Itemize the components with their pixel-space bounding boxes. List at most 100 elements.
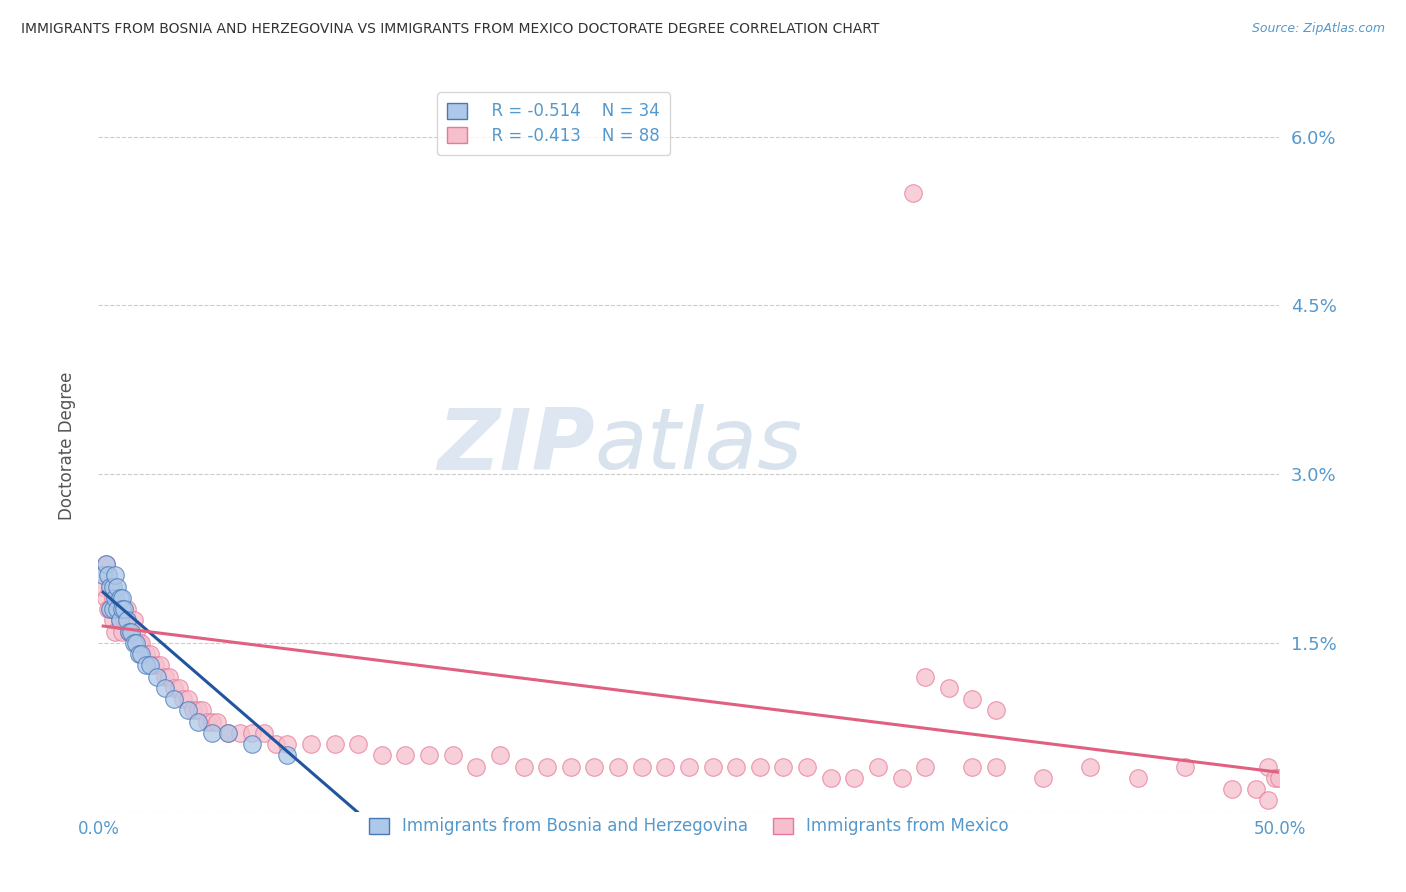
Point [229,726,252,740]
Point [101,591,124,605]
Point [240,737,263,751]
Point [121,624,143,639]
Point [94,591,117,605]
Point [914,760,936,774]
Point [1220,782,1243,797]
Point [115,602,138,616]
Y-axis label: Doctorate Degree: Doctorate Degree [58,372,76,520]
Point [1174,760,1197,774]
Point [135,647,157,661]
Point [104,568,127,582]
Point [139,647,162,661]
Point [195,714,218,729]
Point [149,658,172,673]
Point [98,580,121,594]
Point [122,636,145,650]
Point [125,624,148,639]
Point [167,681,190,695]
Point [112,614,135,628]
Point [125,636,148,650]
Point [135,658,157,673]
Text: ZIP: ZIP [437,404,595,488]
Text: atlas: atlas [595,404,803,488]
Point [172,692,194,706]
Point [118,624,141,639]
Point [1257,793,1279,807]
Point [181,703,204,717]
Point [914,670,936,684]
Point [489,748,512,763]
Point [105,602,128,616]
Point [118,624,141,639]
Point [1080,760,1102,774]
Point [702,760,724,774]
Point [725,760,748,774]
Point [139,658,162,673]
Point [1244,782,1267,797]
Point [560,760,582,774]
Point [465,760,488,774]
Point [129,647,152,661]
Point [962,692,984,706]
Point [844,771,866,785]
Point [98,602,121,616]
Point [962,760,984,774]
Point [111,602,134,616]
Point [108,591,131,605]
Point [1257,760,1279,774]
Point [418,748,440,763]
Point [146,670,169,684]
Point [97,602,120,616]
Point [253,726,276,740]
Point [347,737,370,751]
Point [201,726,224,740]
Point [371,748,394,763]
Point [583,760,606,774]
Point [122,614,145,628]
Point [115,614,138,628]
Point [111,624,134,639]
Point [820,771,842,785]
Point [890,771,912,785]
Point [104,591,127,605]
Point [217,726,239,740]
Point [97,568,120,582]
Point [984,760,1007,774]
Point [101,602,124,616]
Point [903,186,925,200]
Point [91,568,114,582]
Point [153,670,176,684]
Point [654,760,676,774]
Point [108,614,131,628]
Point [299,737,322,751]
Point [94,557,117,571]
Point [98,580,121,594]
Point [105,580,128,594]
Point [984,703,1007,717]
Point [163,692,186,706]
Point [187,703,209,717]
Point [1264,771,1286,785]
Point [143,658,166,673]
Point [1032,771,1054,785]
Point [98,602,121,616]
Point [111,591,134,605]
Point [128,647,150,661]
Point [129,636,152,650]
Point [938,681,960,695]
Point [177,703,200,717]
Point [276,748,298,763]
Point [772,760,794,774]
Point [607,760,630,774]
Point [205,714,228,729]
Point [394,748,416,763]
Point [264,737,287,751]
Point [112,602,135,616]
Point [1268,771,1291,785]
Point [104,602,127,616]
Text: IMMIGRANTS FROM BOSNIA AND HERZEGOVINA VS IMMIGRANTS FROM MEXICO DOCTORATE DEGRE: IMMIGRANTS FROM BOSNIA AND HERZEGOVINA V… [21,22,880,37]
Point [796,760,818,774]
Point [748,760,770,774]
Point [441,748,464,763]
Point [111,602,134,616]
